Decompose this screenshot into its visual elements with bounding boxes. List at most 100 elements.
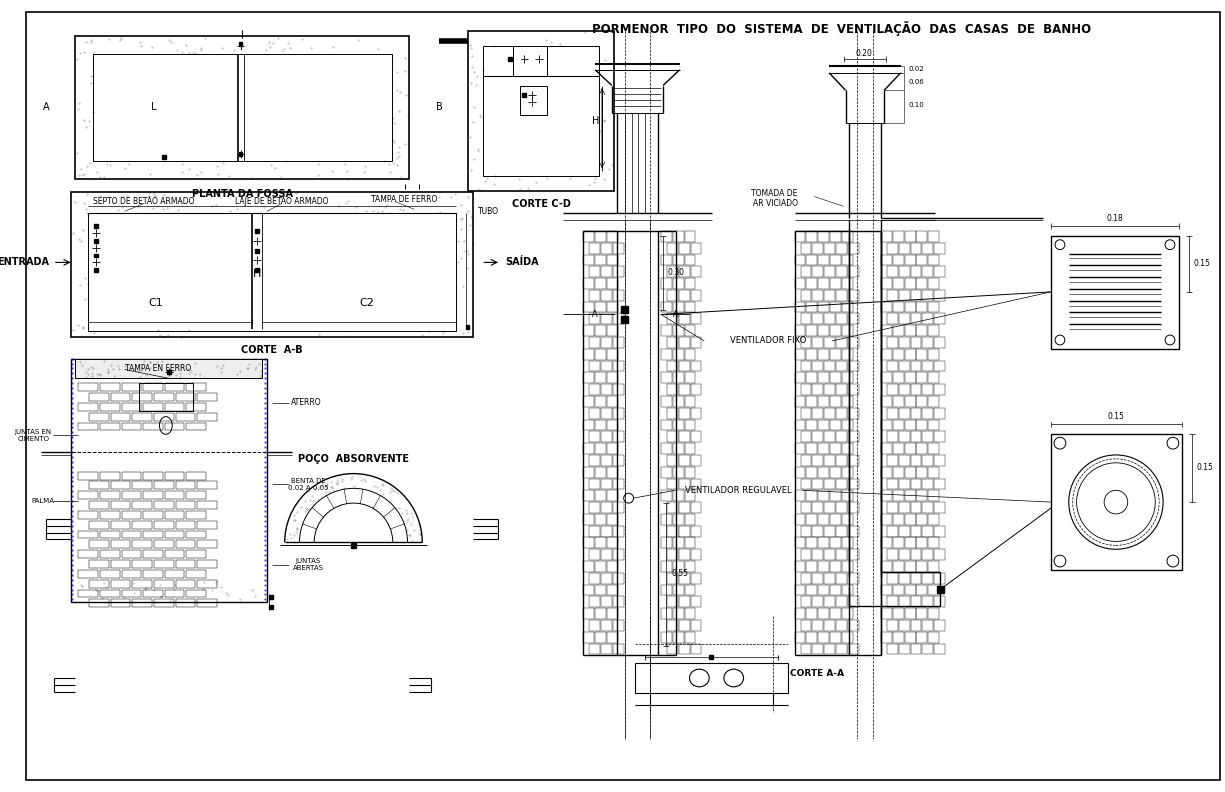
Bar: [679, 384, 690, 395]
Bar: [905, 326, 915, 336]
Bar: [121, 511, 141, 519]
Bar: [910, 550, 921, 560]
Bar: [795, 490, 806, 501]
Bar: [143, 472, 163, 479]
Bar: [916, 372, 927, 383]
Text: PORMENOR  TIPO  DO  SISTEMA  DE  VENTILAÇÃO  DAS  CASAS  DE  BANHO: PORMENOR TIPO DO SISTEMA DE VENTILAÇÃO D…: [592, 21, 1091, 36]
Text: C1: C1: [148, 298, 163, 307]
Bar: [662, 420, 671, 430]
Bar: [916, 514, 927, 525]
Bar: [612, 360, 624, 371]
Bar: [583, 632, 594, 642]
Bar: [110, 521, 130, 528]
Bar: [801, 384, 811, 395]
Text: 0.18: 0.18: [1106, 214, 1123, 223]
Bar: [595, 466, 606, 478]
Bar: [612, 502, 624, 513]
Bar: [673, 584, 684, 596]
Bar: [824, 337, 835, 348]
Bar: [132, 482, 152, 489]
Bar: [89, 482, 109, 489]
Bar: [239, 42, 243, 46]
Bar: [910, 644, 921, 654]
Bar: [612, 408, 624, 419]
Bar: [165, 531, 185, 539]
Bar: [186, 403, 206, 411]
Bar: [78, 511, 98, 519]
Bar: [165, 550, 185, 558]
Bar: [935, 242, 944, 253]
Bar: [929, 254, 940, 265]
Bar: [916, 584, 927, 596]
Bar: [507, 57, 512, 61]
Bar: [140, 383, 194, 411]
Bar: [606, 326, 617, 336]
Bar: [662, 231, 671, 242]
Bar: [197, 560, 217, 568]
Bar: [842, 372, 853, 383]
Bar: [842, 326, 853, 336]
Bar: [662, 302, 671, 313]
Bar: [583, 466, 594, 478]
Bar: [662, 326, 671, 336]
Bar: [595, 372, 606, 383]
Text: H: H: [254, 269, 261, 279]
Bar: [595, 254, 606, 265]
Bar: [673, 538, 684, 548]
Bar: [899, 573, 910, 584]
Bar: [910, 242, 921, 253]
Text: B: B: [436, 102, 442, 112]
Bar: [519, 86, 548, 115]
Bar: [601, 266, 612, 277]
Bar: [175, 540, 195, 548]
Bar: [255, 229, 260, 233]
Bar: [905, 466, 915, 478]
Bar: [110, 501, 130, 509]
Bar: [910, 455, 921, 466]
Text: 0.55: 0.55: [671, 569, 688, 578]
Bar: [143, 531, 163, 539]
Text: VENTILADOR REGULAVEL: VENTILADOR REGULAVEL: [685, 485, 791, 495]
Bar: [154, 521, 174, 528]
Bar: [583, 302, 594, 313]
Bar: [666, 314, 677, 324]
Bar: [831, 254, 840, 265]
Bar: [589, 290, 600, 301]
Bar: [929, 302, 940, 313]
Bar: [893, 396, 904, 407]
Bar: [899, 526, 910, 536]
Bar: [197, 501, 217, 509]
Bar: [916, 302, 927, 313]
Text: TAMPA DE FERRO: TAMPA DE FERRO: [371, 195, 437, 204]
Bar: [601, 337, 612, 348]
Bar: [154, 501, 174, 509]
Bar: [818, 396, 829, 407]
Bar: [916, 444, 927, 454]
Bar: [612, 573, 624, 584]
Bar: [905, 348, 915, 360]
Bar: [899, 337, 910, 348]
Bar: [110, 580, 130, 588]
Bar: [583, 420, 594, 430]
Bar: [893, 254, 904, 265]
Bar: [929, 490, 940, 501]
Bar: [818, 538, 829, 548]
Bar: [910, 408, 921, 419]
Bar: [824, 408, 835, 419]
Bar: [935, 644, 944, 654]
Bar: [679, 596, 690, 607]
Bar: [132, 393, 152, 401]
Text: PALMA: PALMA: [32, 498, 55, 505]
Bar: [929, 608, 940, 619]
Bar: [929, 466, 940, 478]
Bar: [881, 231, 892, 242]
Bar: [606, 348, 617, 360]
Bar: [110, 413, 130, 421]
Bar: [818, 420, 829, 430]
Bar: [899, 384, 910, 395]
Bar: [881, 302, 892, 313]
Bar: [835, 337, 846, 348]
Bar: [801, 644, 811, 654]
Bar: [922, 573, 933, 584]
Bar: [795, 396, 806, 407]
